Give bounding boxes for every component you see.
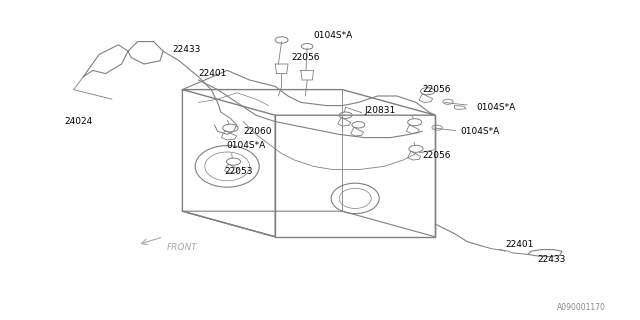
Text: 22053: 22053 (224, 167, 253, 176)
Text: 0104S*A: 0104S*A (477, 103, 516, 112)
Text: 0104S*A: 0104S*A (461, 127, 500, 136)
Text: 22056: 22056 (422, 151, 451, 160)
Text: 22056: 22056 (422, 85, 451, 94)
Text: 24024: 24024 (64, 117, 92, 126)
Text: 22433: 22433 (173, 45, 201, 54)
Text: 0104S*A: 0104S*A (226, 141, 265, 150)
Text: 22433: 22433 (538, 255, 566, 264)
Text: 22060: 22060 (243, 127, 272, 136)
Text: 22401: 22401 (198, 69, 227, 78)
Text: 22056: 22056 (291, 53, 320, 62)
Text: 22401: 22401 (506, 240, 534, 249)
Text: J20831: J20831 (365, 106, 396, 115)
Text: A090001170: A090001170 (557, 303, 605, 312)
Text: FRONT: FRONT (166, 244, 197, 252)
Text: 0104S*A: 0104S*A (314, 31, 353, 40)
